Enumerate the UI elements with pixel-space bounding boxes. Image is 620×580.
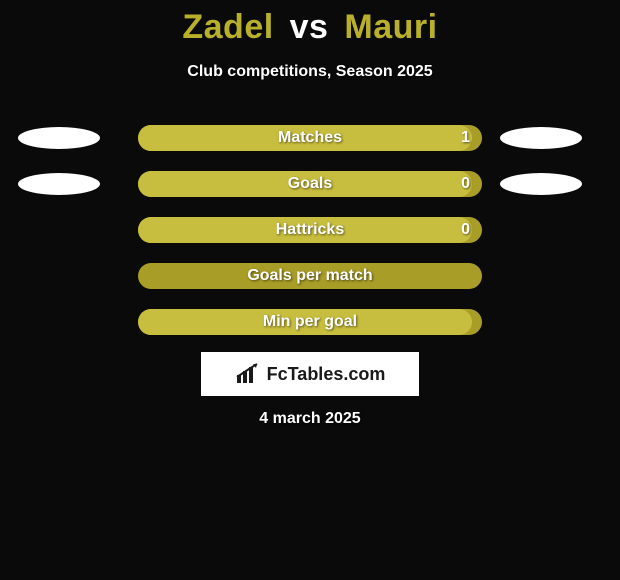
footer-date: 4 march 2025 xyxy=(0,410,620,428)
player2-name: Mauri xyxy=(344,8,437,46)
stat-label: Min per goal xyxy=(138,309,482,335)
stat-row: Goals0 xyxy=(0,171,620,197)
stat-row: Hattricks0 xyxy=(0,217,620,243)
stat-bar: Goals per match xyxy=(138,263,482,289)
subtitle: Club competitions, Season 2025 xyxy=(0,63,620,81)
player2-marker xyxy=(500,127,582,149)
stat-value: 0 xyxy=(461,171,470,197)
stat-bar: Hattricks0 xyxy=(138,217,482,243)
player1-marker xyxy=(18,127,100,149)
player1-name: Zadel xyxy=(182,8,273,46)
stat-label: Goals xyxy=(138,171,482,197)
stat-row: Goals per match xyxy=(0,263,620,289)
stat-row: Matches1 xyxy=(0,125,620,151)
stat-label: Goals per match xyxy=(138,263,482,289)
logo-text: FcTables.com xyxy=(267,364,386,385)
bar-chart-icon xyxy=(235,363,261,385)
vs-separator: vs xyxy=(290,8,329,46)
stat-bar: Goals0 xyxy=(138,171,482,197)
stat-bar: Min per goal xyxy=(138,309,482,335)
stat-label: Hattricks xyxy=(138,217,482,243)
player1-marker xyxy=(18,173,100,195)
player2-marker xyxy=(500,173,582,195)
stat-label: Matches xyxy=(138,125,482,151)
page-title: Zadel vs Mauri xyxy=(0,8,620,47)
stat-row: Min per goal xyxy=(0,309,620,335)
stat-value: 1 xyxy=(461,125,470,151)
comparison-infographic: Zadel vs Mauri Club competitions, Season… xyxy=(0,0,620,580)
stat-bar: Matches1 xyxy=(138,125,482,151)
fctables-logo: FcTables.com xyxy=(201,352,419,396)
stat-value: 0 xyxy=(461,217,470,243)
